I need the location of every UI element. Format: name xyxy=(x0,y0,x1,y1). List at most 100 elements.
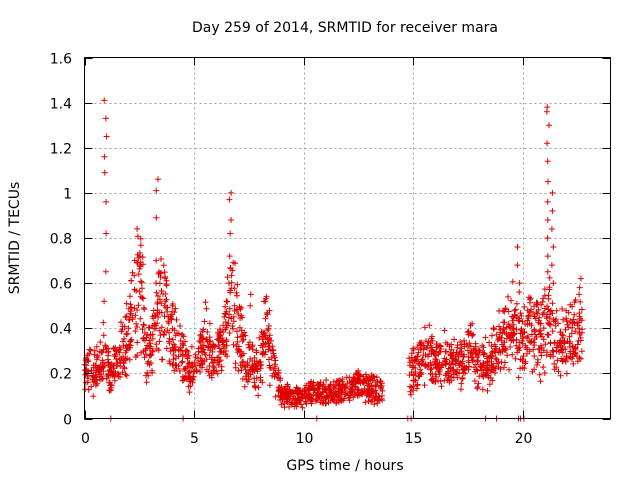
data-point xyxy=(108,369,115,376)
data-point xyxy=(149,323,156,329)
data-point xyxy=(107,372,114,379)
data-point xyxy=(128,310,134,317)
data-point xyxy=(429,378,436,384)
data-point xyxy=(105,359,111,366)
data-point xyxy=(133,287,140,294)
data-point xyxy=(214,370,221,377)
data-point xyxy=(169,336,176,343)
data-point xyxy=(426,322,433,329)
data-point xyxy=(517,330,524,337)
data-point xyxy=(549,347,556,354)
data-point xyxy=(471,378,478,384)
data-point xyxy=(458,386,464,393)
data-point xyxy=(323,377,330,384)
data-point xyxy=(505,293,511,300)
data-point xyxy=(360,377,367,384)
data-point xyxy=(484,359,491,366)
y-tick-label: 1 xyxy=(63,187,72,203)
data-point xyxy=(153,280,160,287)
data-point xyxy=(277,375,284,382)
data-point xyxy=(185,369,192,376)
x-tick-label: 10 xyxy=(296,431,314,447)
data-point xyxy=(117,363,124,370)
gridlines xyxy=(84,57,611,419)
data-point xyxy=(374,374,380,381)
data-point xyxy=(122,314,129,321)
y-tick-label: 1.2 xyxy=(50,142,72,158)
data-point xyxy=(264,327,271,334)
data-point xyxy=(88,383,95,390)
data-point xyxy=(572,297,579,303)
data-point xyxy=(450,349,457,356)
data-point xyxy=(141,330,148,336)
data-point xyxy=(226,280,232,287)
data-point xyxy=(246,339,253,346)
data-point xyxy=(275,392,282,399)
data-point xyxy=(121,365,128,372)
data-point xyxy=(437,343,444,350)
data-point xyxy=(126,356,133,363)
data-point xyxy=(522,360,529,367)
data-point xyxy=(373,390,380,396)
data-point xyxy=(239,331,246,338)
data-point xyxy=(84,357,91,364)
data-point xyxy=(556,340,563,347)
data-point xyxy=(577,298,584,305)
data-point xyxy=(407,383,414,390)
data-point xyxy=(126,344,133,351)
data-point xyxy=(531,353,538,359)
data-point xyxy=(559,306,566,312)
data-point xyxy=(500,343,507,350)
data-point xyxy=(560,316,567,323)
data-point xyxy=(567,301,574,308)
data-point xyxy=(265,356,272,363)
data-point xyxy=(246,376,252,383)
data-point xyxy=(170,346,177,353)
data-point xyxy=(157,270,164,277)
data-point xyxy=(539,311,546,318)
data-point xyxy=(420,346,427,353)
data-point xyxy=(418,339,425,346)
data-point xyxy=(432,356,439,363)
x-tick-label: 15 xyxy=(405,431,423,447)
data-point xyxy=(531,303,537,310)
data-point xyxy=(161,328,168,335)
data-point xyxy=(101,362,108,369)
data-point xyxy=(265,322,272,329)
data-point xyxy=(263,311,270,318)
data-point xyxy=(114,360,121,366)
data-point xyxy=(308,395,315,402)
data-point xyxy=(336,382,343,388)
data-point xyxy=(522,342,529,349)
data-point xyxy=(97,363,103,370)
data-point xyxy=(179,358,186,365)
data-point xyxy=(342,384,349,391)
data-point xyxy=(226,305,233,312)
data-point xyxy=(489,332,495,339)
data-point xyxy=(538,301,545,308)
data-point xyxy=(140,295,147,302)
chart-title: Day 259 of 2014, SRMTID for receiver mar… xyxy=(192,20,498,36)
data-point xyxy=(502,306,509,313)
data-point xyxy=(217,357,224,364)
data-point xyxy=(410,364,417,371)
data-point xyxy=(234,281,241,288)
data-point xyxy=(516,347,523,354)
data-point xyxy=(441,327,448,334)
data-point xyxy=(526,308,533,315)
data-point xyxy=(234,292,240,299)
data-point xyxy=(513,300,520,307)
data-point xyxy=(434,344,441,351)
data-point xyxy=(133,320,140,327)
data-point xyxy=(256,334,263,341)
data-point xyxy=(438,362,445,369)
data-point xyxy=(228,189,235,196)
y-tick-label: 0.4 xyxy=(50,322,72,338)
data-point xyxy=(108,381,115,388)
data-point xyxy=(535,317,542,324)
data-point xyxy=(272,357,279,364)
data-point xyxy=(173,316,180,323)
data-point xyxy=(121,323,128,330)
data-point xyxy=(191,359,198,366)
data-point xyxy=(561,340,568,347)
